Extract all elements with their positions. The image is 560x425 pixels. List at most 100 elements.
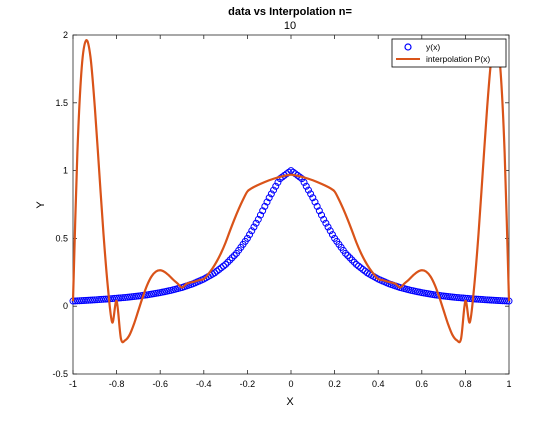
data-point [326, 227, 334, 235]
data-point [263, 198, 271, 206]
data-point [272, 182, 280, 190]
data-point [318, 211, 326, 219]
data-point [211, 269, 219, 277]
data-point [93, 296, 101, 304]
data-point [311, 198, 319, 206]
y-tick-label: 0 [63, 301, 68, 311]
data-point [494, 297, 502, 304]
legend-label-p: interpolation P(x) [426, 54, 490, 64]
data-point [479, 296, 487, 304]
data-point [498, 297, 506, 305]
data-point [355, 262, 363, 270]
legend-label-y: y(x) [426, 42, 440, 52]
data-point [124, 293, 131, 301]
data-point [82, 296, 90, 304]
data-point [219, 262, 227, 270]
data-point [265, 194, 273, 202]
legend-marker-y [404, 43, 412, 51]
x-tick-label: 0 [288, 379, 293, 389]
data-point [464, 294, 472, 302]
x-tick-label: -1 [69, 379, 77, 389]
data-point [352, 260, 360, 268]
plot-area [72, 34, 510, 375]
data-point [344, 252, 352, 260]
data-point [80, 297, 88, 304]
y-tick-label: 0.5 [55, 233, 68, 243]
data-point [119, 294, 127, 302]
data-point [320, 215, 328, 223]
data-point [477, 295, 485, 303]
y-tick-label: -0.5 [52, 369, 68, 379]
data-point [455, 294, 463, 302]
x-tick-label: -0.8 [109, 379, 125, 389]
legend-box [391, 38, 507, 68]
data-point [261, 202, 269, 210]
x-tick-label: -0.2 [240, 379, 256, 389]
data-point [130, 293, 138, 301]
data-point [226, 256, 234, 264]
data-point [304, 186, 312, 194]
data-point [248, 227, 256, 235]
data-point [217, 264, 225, 272]
data-point [228, 254, 236, 262]
x-tick-label: -0.4 [196, 379, 212, 389]
data-point [213, 267, 221, 275]
data-point [110, 294, 118, 302]
y-tick-label: 1 [63, 166, 68, 176]
x-tick-label: 1 [506, 379, 511, 389]
data-point [359, 265, 367, 273]
data-point [256, 211, 264, 219]
data-point [302, 182, 310, 190]
series-layer [69, 39, 513, 344]
data-point [126, 293, 134, 301]
data-point [485, 296, 493, 304]
data-point [300, 178, 308, 186]
data-point [84, 296, 92, 304]
data-point [501, 297, 509, 305]
data-point [121, 293, 129, 301]
data-point [115, 294, 123, 302]
x-axis-label: X [286, 396, 294, 408]
data-point [309, 194, 317, 202]
data-point [440, 292, 448, 300]
data-point [97, 295, 105, 303]
data-point [252, 219, 260, 227]
data-point [324, 223, 332, 231]
data-point [496, 297, 504, 305]
data-point [230, 252, 238, 260]
legend: y(x) interpolation P(x) [391, 38, 507, 68]
data-point [222, 260, 230, 268]
data-point [453, 293, 461, 301]
data-point [444, 293, 452, 301]
data-point [250, 223, 258, 231]
data-point [95, 296, 103, 304]
chart-title: data vs Interpolation n= [228, 6, 352, 18]
data-point [274, 178, 282, 186]
data-point [457, 294, 465, 302]
data-point [215, 265, 223, 273]
data-point [490, 296, 498, 304]
data-point [446, 293, 454, 301]
data-point [483, 296, 491, 304]
data-point [117, 294, 125, 302]
y-axis-label: Y [35, 201, 47, 209]
axes: -1 -0.8 -0.6 -0.4 -0.2 0 0.2 0.4 0.6 0.8 1 -0.5 0 0.5… [52, 30, 511, 389]
data-point [492, 296, 500, 304]
series-interpolation-line [71, 39, 511, 344]
data-point [254, 215, 262, 223]
data-point [259, 207, 267, 215]
data-point [350, 258, 358, 266]
data-point [307, 190, 315, 198]
data-point [342, 249, 349, 257]
data-point [76, 297, 84, 305]
data-point [100, 295, 108, 303]
data-point [270, 186, 278, 194]
chart-subtitle: 10 [284, 20, 296, 32]
data-point [246, 231, 254, 239]
data-point [451, 293, 458, 301]
data-point [459, 294, 467, 302]
data-point [315, 207, 323, 215]
data-point [89, 296, 97, 304]
